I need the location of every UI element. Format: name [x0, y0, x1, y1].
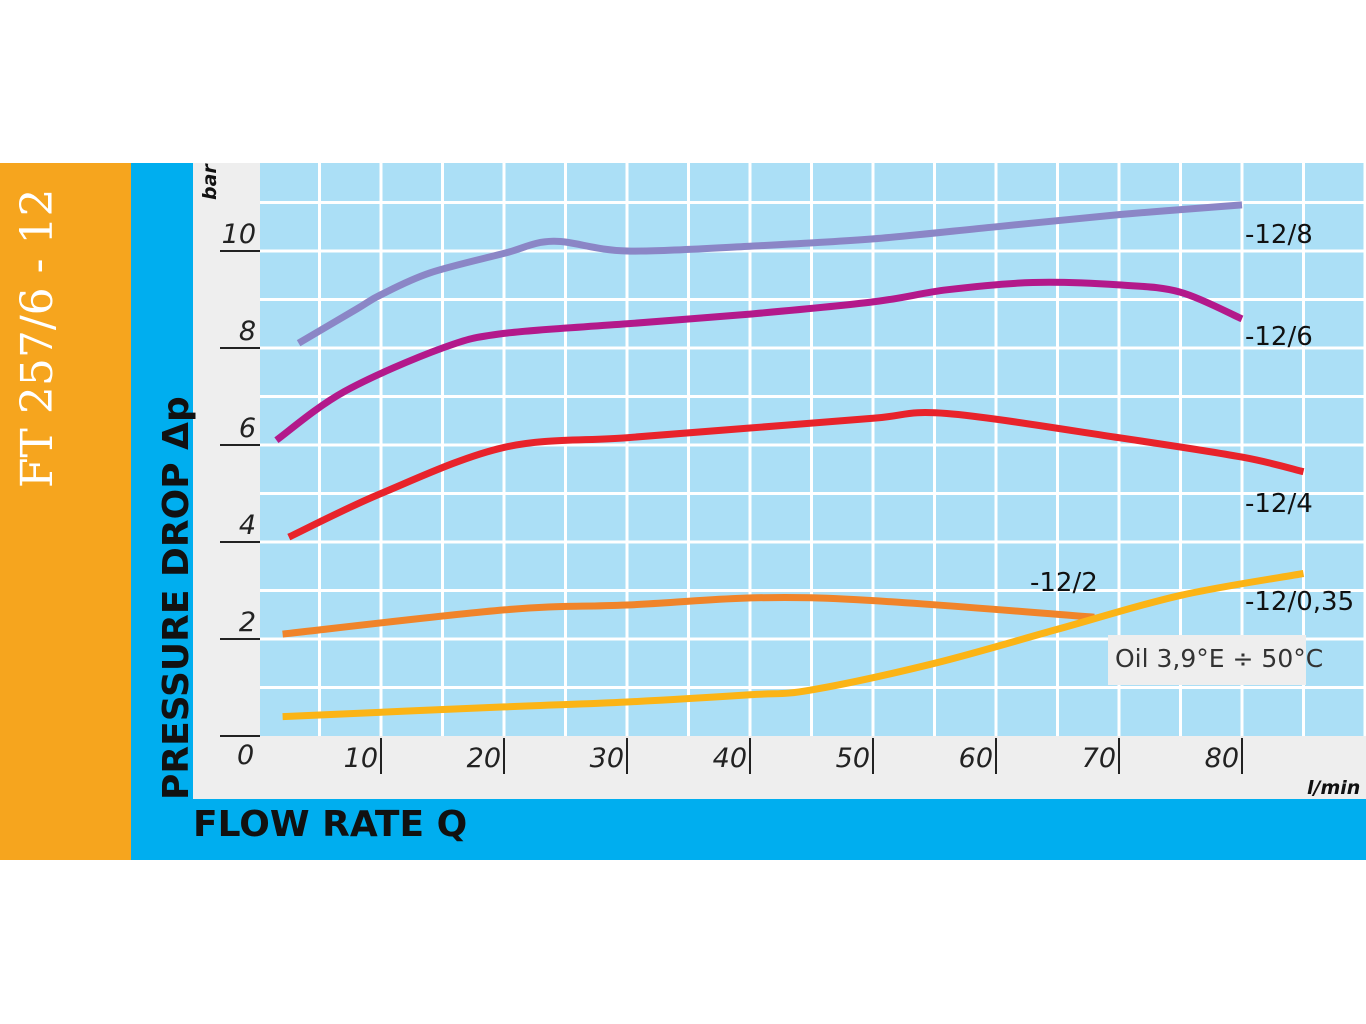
tick-labels: 2 4 6 8 10 10 20 30 40 50 60 70 80	[222, 219, 1239, 774]
series-label-12-6: -12/6	[1245, 322, 1313, 352]
y-tick-label-6: 6	[239, 413, 256, 444]
y-axis-title: PRESSURE DROP Δp	[156, 396, 197, 800]
x-tick-label-20: 20	[467, 743, 501, 774]
y-tick-label-4: 4	[239, 510, 256, 541]
x-tick-label-40: 40	[713, 743, 747, 774]
x-tick-label-50: 50	[836, 743, 870, 774]
series-lines	[274, 201, 1305, 721]
origin-label: 0	[237, 740, 254, 771]
series-line-2	[287, 408, 1305, 541]
x-tick-label-80: 80	[1205, 743, 1239, 774]
chart-title: FT 257/6 - 12	[12, 189, 63, 489]
series-label-12-8: -12/8	[1245, 220, 1313, 250]
x-tick-label-30: 30	[590, 743, 624, 774]
y-tick-label-10: 10	[222, 219, 256, 250]
x-unit-label: l/min	[1307, 777, 1360, 799]
note-text: Oil 3,9°E ÷ 50°C	[1115, 644, 1323, 673]
series-label-12-0-35: -12/0,35	[1245, 587, 1354, 617]
series-line-0	[296, 201, 1243, 347]
y-tick-label-8: 8	[239, 316, 256, 347]
tick-marks	[220, 250, 1243, 774]
series-label-12-4: -12/4	[1245, 489, 1313, 519]
y-tick-label-2: 2	[239, 607, 256, 638]
series-line-4	[282, 570, 1305, 721]
x-tick-label-60: 60	[959, 743, 993, 774]
series-line-1	[274, 278, 1244, 444]
series-label-12-2: -12/2	[1030, 568, 1098, 598]
note-box	[1108, 635, 1306, 685]
y-unit-label: bar	[199, 163, 221, 200]
x-axis-title: FLOW RATE Q	[193, 804, 467, 845]
x-tick-label-10: 10	[344, 743, 378, 774]
series-line-3	[282, 593, 1095, 638]
title-band	[0, 163, 131, 860]
x-tick-label-70: 70	[1082, 743, 1116, 774]
